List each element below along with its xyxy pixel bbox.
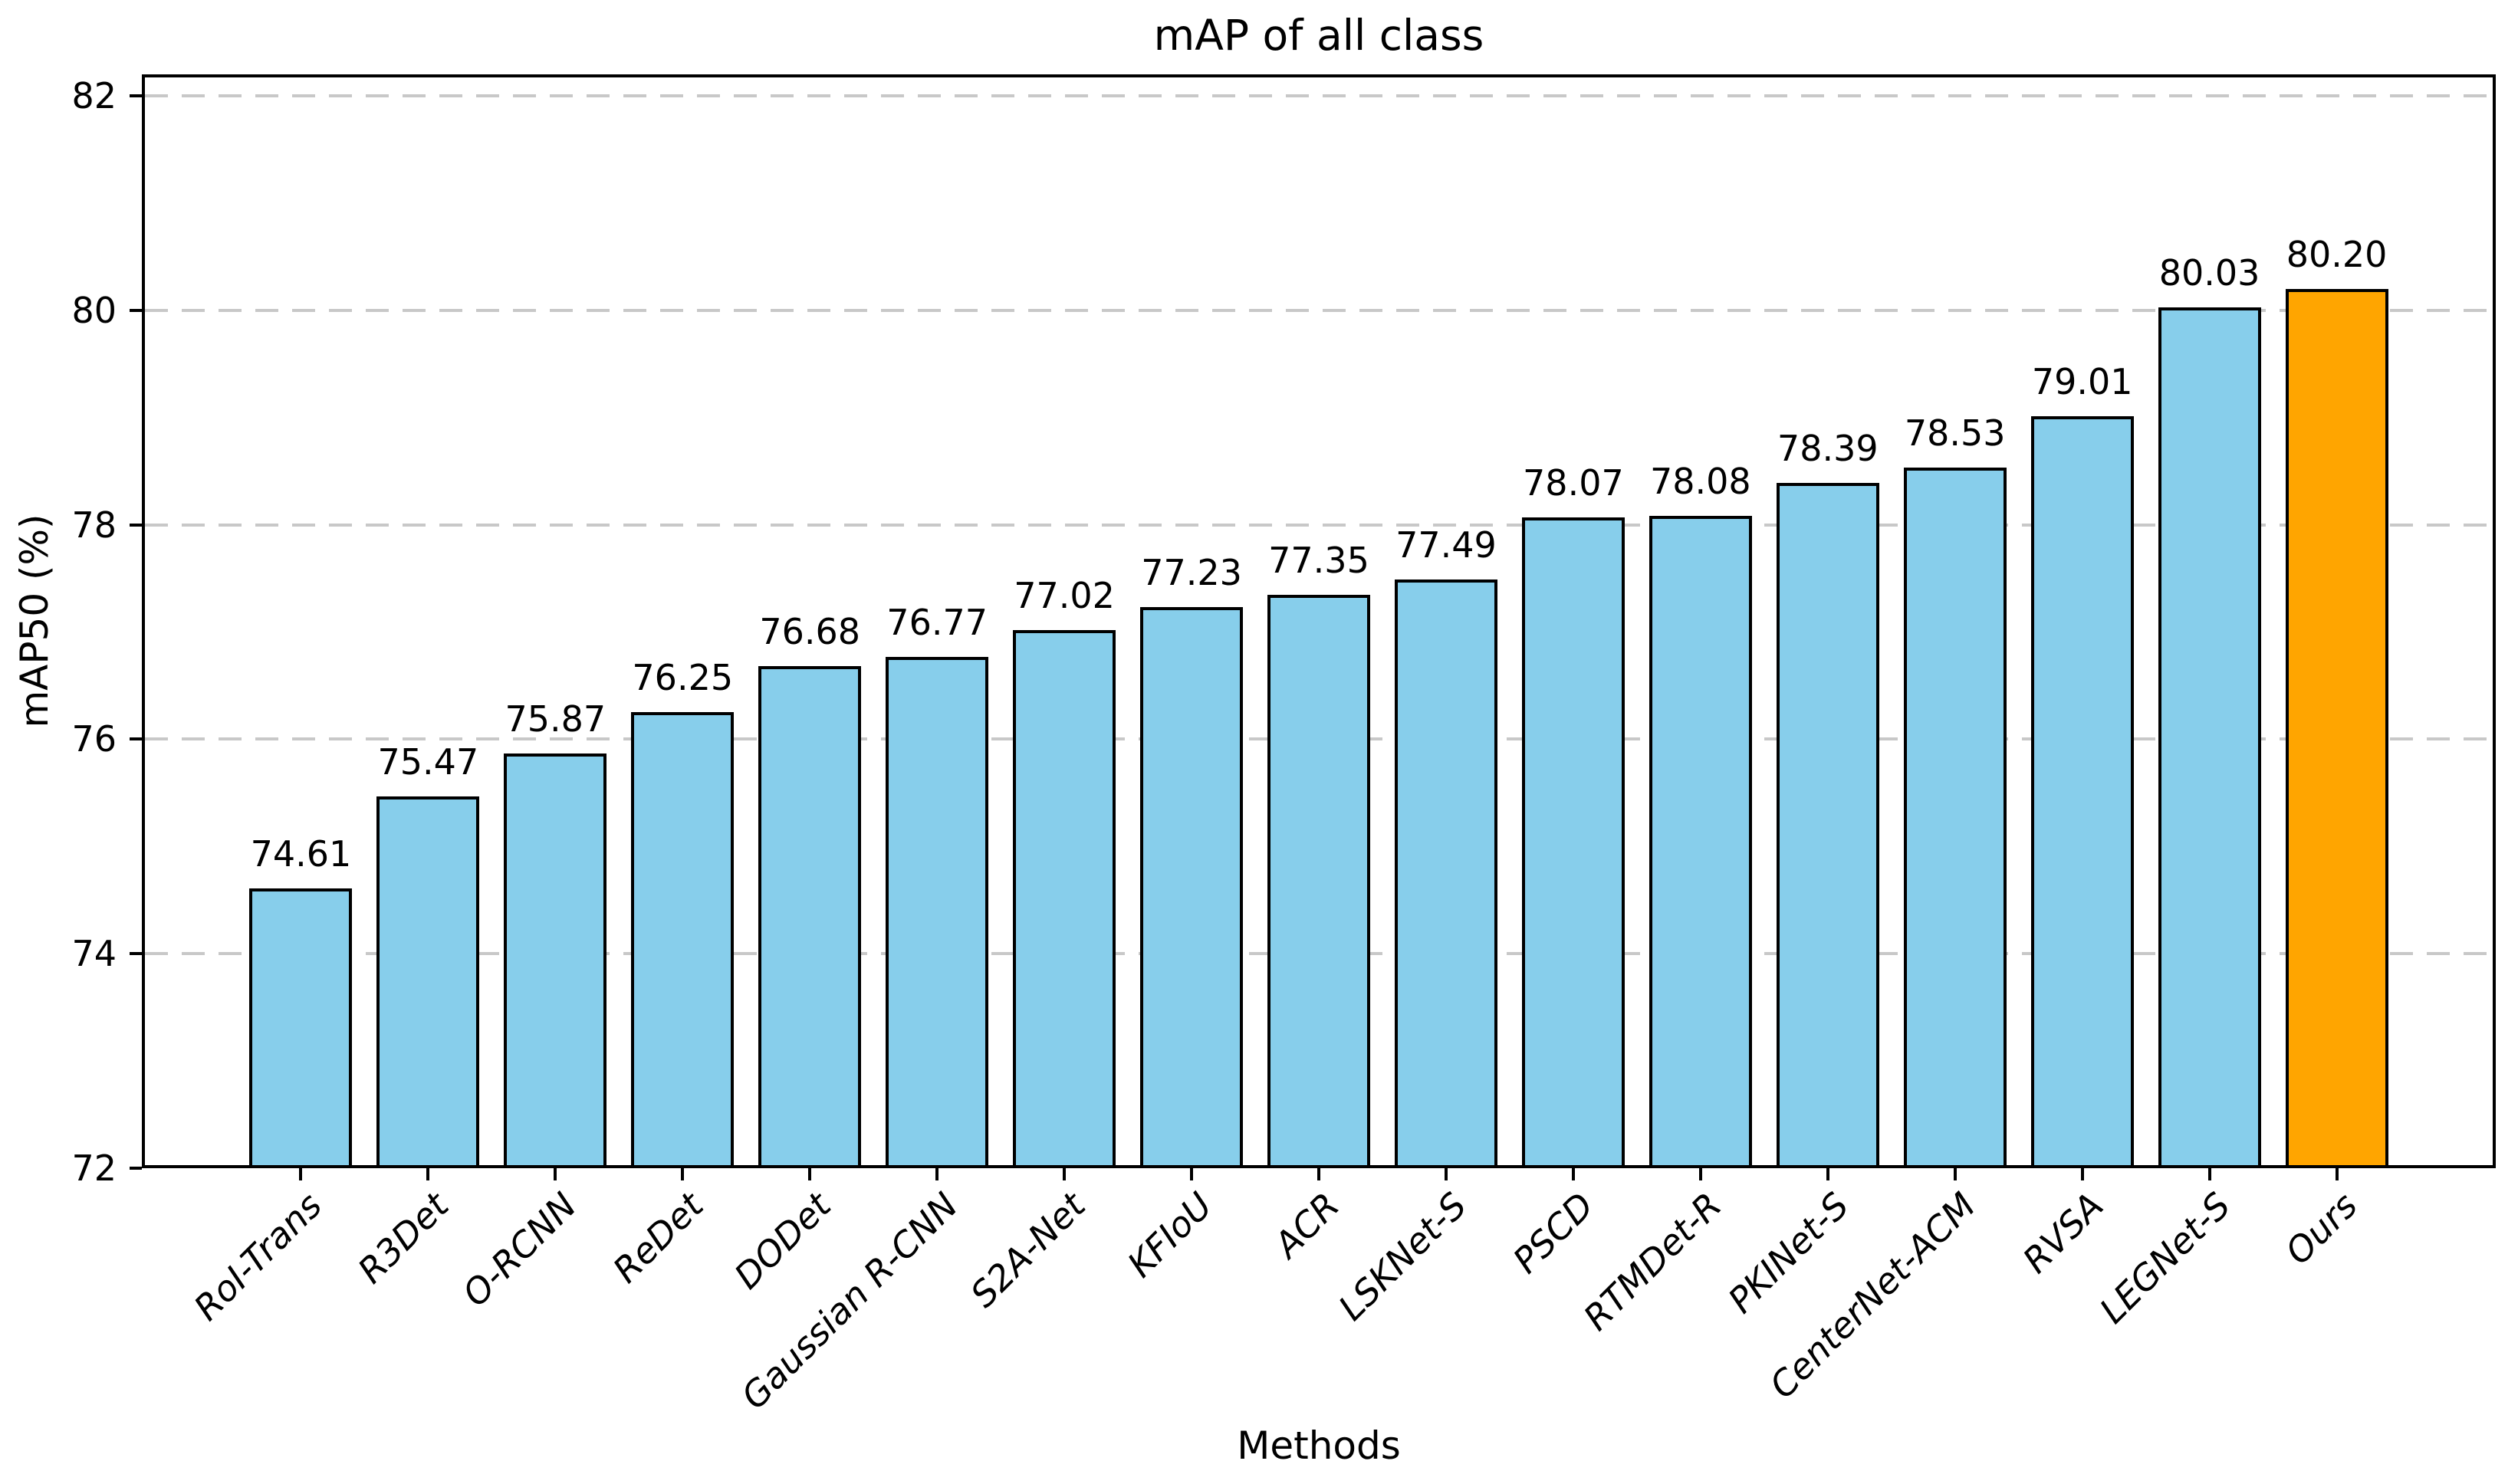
x-tick-label-R3Det: R3Det [350, 1184, 457, 1292]
bar-value-label: 78.53 [1904, 412, 2006, 455]
x-tick-label-DODet: DODet [726, 1184, 839, 1297]
x-tick-mark [1317, 1168, 1320, 1180]
x-tick-label-Ours: Ours [2277, 1184, 2366, 1273]
bar-ACR [1267, 594, 1370, 1165]
bar-value-label: 78.07 [1523, 461, 1624, 504]
x-tick-label-LSKNet-S: LSKNet-S [1330, 1184, 1475, 1329]
y-tick-mark [130, 94, 142, 97]
bar-value-label: 75.47 [377, 740, 479, 783]
bar-LSKNet-S [1394, 579, 1497, 1165]
y-tick-label: 78 [71, 504, 117, 546]
x-tick-mark [2080, 1168, 2084, 1180]
gridline-y80 [145, 308, 2493, 312]
bar-value-label: 76.68 [759, 611, 861, 653]
x-tick-mark [426, 1168, 430, 1180]
x-tick-label-Gaussian R-CNN: Gaussian R-CNN [733, 1184, 966, 1417]
y-tick-mark [130, 952, 142, 956]
x-tick-label-LEGNet-S: LEGNet-S [2091, 1184, 2239, 1331]
bar-value-label: 77.02 [1014, 574, 1115, 616]
x-tick-label-PSCD: PSCD [1505, 1184, 1603, 1282]
x-tick-label-PKINet-S: PKINet-S [1720, 1184, 1857, 1321]
bar-Gaussian R-CNN [886, 656, 989, 1165]
bar-value-label: 77.49 [1395, 524, 1497, 566]
x-tick-mark [1063, 1168, 1067, 1180]
bar-LEGNet-S [2158, 307, 2261, 1165]
y-tick-label: 74 [71, 933, 117, 975]
bar-RoI-Trans [249, 888, 353, 1165]
bar-S2A-Net [1013, 629, 1116, 1165]
bar-value-label: 77.23 [1141, 552, 1242, 594]
bar-value-label: 75.87 [505, 698, 606, 740]
bar-PSCD [1521, 517, 1625, 1165]
bar-value-label: 80.03 [2158, 251, 2260, 294]
y-tick-mark [130, 737, 142, 741]
y-tick-label: 80 [71, 289, 117, 331]
bar-RVSA [2030, 416, 2134, 1165]
bar-value-label: 80.20 [2286, 233, 2388, 275]
x-tick-mark [808, 1168, 812, 1180]
bar-R3Det [376, 796, 480, 1165]
bar-KFIoU [1140, 607, 1244, 1165]
x-tick-label-S2A-Net: S2A-Net [962, 1184, 1093, 1315]
x-tick-mark [2207, 1168, 2211, 1180]
bar-PKINet-S [1776, 483, 1879, 1165]
bar-value-label: 74.61 [250, 832, 352, 875]
x-tick-mark [1698, 1168, 1702, 1180]
x-tick-label-RTMDet-R: RTMDet-R [1575, 1184, 1730, 1339]
bar-value-label: 78.08 [1649, 461, 1751, 503]
x-tick-mark [554, 1168, 557, 1180]
y-tick-mark [130, 1167, 142, 1170]
bar-CenterNet-ACM [1903, 468, 2007, 1165]
x-tick-mark [1190, 1168, 1194, 1180]
x-tick-mark [935, 1168, 939, 1180]
x-tick-mark [681, 1168, 685, 1180]
x-tick-label-RoI-Trans: RoI-Trans [186, 1184, 330, 1329]
x-tick-mark [1826, 1168, 1829, 1180]
gridline-y82 [145, 94, 2493, 97]
bar-value-label: 79.01 [2031, 361, 2133, 403]
y-axis-label: mAP50 (%) [12, 514, 57, 728]
y-tick-label: 82 [71, 74, 117, 117]
gridline-y78 [145, 523, 2493, 527]
bar-RTMDet-R [1649, 516, 1752, 1165]
y-tick-mark [130, 523, 142, 527]
x-tick-label-KFIoU: KFIoU [1119, 1184, 1221, 1285]
x-axis-label: Methods [1237, 1423, 1401, 1468]
bar-O-RCNN [504, 753, 607, 1165]
y-tick-label: 76 [71, 718, 117, 760]
x-tick-mark [299, 1168, 303, 1180]
bar-DODet [758, 666, 862, 1165]
x-tick-mark [2335, 1168, 2339, 1180]
x-tick-mark [1444, 1168, 1448, 1180]
chart-title: mAP of all class [1153, 11, 1484, 60]
bar-value-label: 76.77 [886, 601, 988, 643]
bar-ReDet [631, 712, 735, 1165]
axes-frame [142, 74, 2496, 1168]
x-tick-label-ReDet: ReDet [605, 1184, 712, 1291]
x-tick-label-O-RCNN: O-RCNN [454, 1184, 584, 1315]
y-tick-label: 72 [71, 1147, 117, 1189]
x-tick-mark [1571, 1168, 1575, 1180]
y-tick-mark [130, 308, 142, 312]
bar-value-label: 76.25 [632, 657, 734, 699]
bar-Ours [2285, 288, 2388, 1165]
x-tick-label-RVSA: RVSA [2014, 1184, 2112, 1282]
x-tick-mark [1953, 1168, 1957, 1180]
bar-value-label: 77.35 [1268, 539, 1369, 581]
x-tick-label-ACR: ACR [1266, 1184, 1348, 1266]
bar-value-label: 78.39 [1777, 428, 1879, 470]
